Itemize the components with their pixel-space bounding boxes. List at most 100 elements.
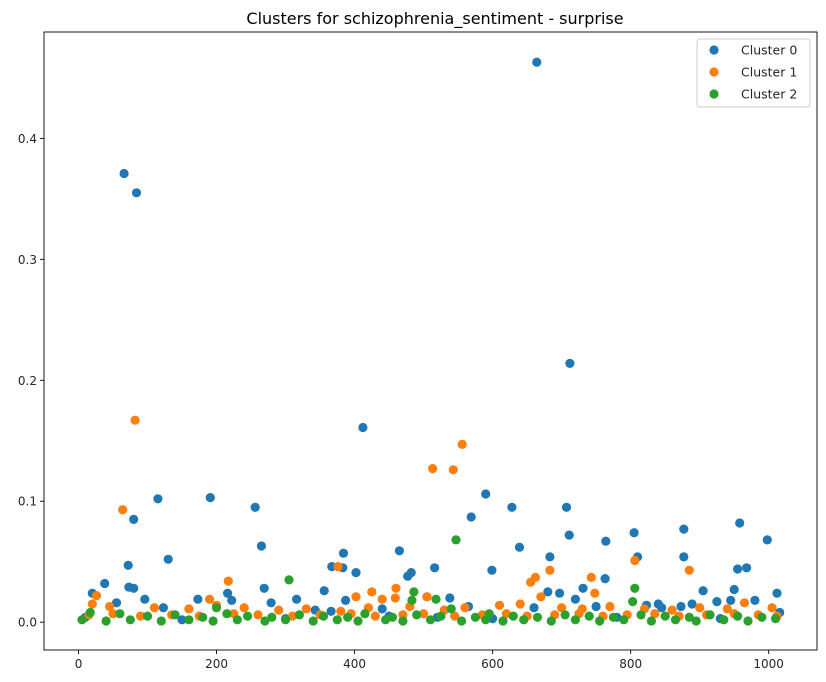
point-cluster-1 [130,415,140,425]
point-cluster-1 [91,591,102,601]
point-cluster-0 [507,502,517,512]
point-cluster-0 [119,168,129,179]
point-cluster-0 [729,584,739,595]
point-cluster-0 [430,563,440,573]
point-cluster-2 [719,615,729,625]
point-cluster-1 [501,609,511,619]
point-cluster-2 [628,597,638,607]
point-cluster-2 [198,612,208,622]
point-cluster-0 [445,593,455,603]
point-cluster-2 [398,616,408,626]
point-cluster-2 [308,616,318,626]
point-cluster-2 [470,612,480,622]
legend-marker [709,67,719,77]
point-cluster-2 [570,615,581,625]
point-cluster-1 [586,572,596,583]
point-cluster-1 [105,601,115,612]
point-cluster-0 [406,568,416,578]
x-tick-label: 400 [343,657,366,671]
point-cluster-2 [412,610,422,620]
legend-label: Cluster 1 [741,65,797,80]
point-cluster-2 [115,609,125,619]
point-cluster-1 [136,611,146,621]
y-tick-label: 0.3 [18,253,37,267]
point-cluster-1 [223,576,233,586]
point-cluster-2 [142,611,153,621]
x-tick-label: 200 [205,657,228,671]
point-cluster-1 [87,599,97,609]
point-cluster-0 [351,568,361,578]
point-cluster-0 [266,598,276,608]
point-cluster-2 [267,612,277,622]
point-cluster-0 [153,494,163,504]
point-cluster-0 [223,588,233,598]
point-cluster-2 [85,607,95,618]
point-cluster-0 [532,57,542,67]
point-cluster-0 [561,502,572,512]
point-cluster-2 [670,615,681,625]
legend-marker [709,45,719,55]
point-cluster-0 [601,536,611,546]
point-cluster-2 [508,611,518,621]
point-cluster-0 [259,583,269,593]
point-cluster-2 [294,610,304,620]
legend-box [696,38,811,108]
point-cluster-2 [184,615,194,625]
point-cluster-2 [630,583,640,593]
point-cluster-0 [600,574,610,584]
point-cluster-2 [332,615,342,625]
y-tick-label: 0.2 [18,374,37,388]
point-cluster-2 [156,616,166,626]
point-cluster-2 [705,610,715,620]
point-cluster-1 [333,562,343,572]
point-cluster-1 [530,572,541,583]
point-cluster-2 [407,595,417,606]
point-cluster-0 [100,578,110,589]
point-cluster-2 [360,609,370,619]
point-cluster-0 [250,502,260,512]
point-cluster-2 [284,575,294,585]
point-cluster-0 [227,595,237,606]
point-cluster-0 [129,514,139,525]
legend-marker [709,89,719,99]
point-cluster-2 [101,616,111,626]
point-cluster-1 [767,603,777,613]
point-cluster-2 [560,610,570,620]
point-cluster-1 [108,609,118,619]
point-cluster-1 [336,606,346,616]
point-cluster-0 [698,586,708,596]
point-cluster-0 [514,542,525,552]
point-cluster-0 [205,493,215,503]
point-cluster-2 [208,616,218,626]
point-cluster-1 [545,565,555,575]
point-cluster-0 [358,422,368,433]
point-cluster-0 [629,528,639,538]
point-cluster-0 [679,524,689,534]
point-cluster-1 [557,603,567,613]
x-tick-label: 0 [75,657,83,671]
x-tick-label: 600 [481,657,504,671]
point-cluster-0 [123,560,133,570]
point-cluster-2 [733,611,743,621]
point-cluster-1 [149,603,159,613]
point-cluster-1 [667,605,677,615]
points-layer [77,57,785,626]
point-cluster-0 [750,595,760,606]
point-cluster-1 [205,594,215,604]
point-cluster-1 [515,599,525,609]
x-tick-label: 800 [619,657,642,671]
point-cluster-0 [570,594,581,604]
point-cluster-2 [409,587,419,597]
point-cluster-0 [591,601,601,612]
point-cluster-1 [684,565,694,575]
point-cluster-1 [184,604,194,614]
point-cluster-0 [131,188,142,198]
point-cluster-1 [590,588,600,598]
point-cluster-0 [466,512,476,522]
point-cluster-2 [532,612,543,622]
point-cluster-2 [519,615,529,625]
point-cluster-1 [448,465,458,475]
point-cluster-0 [158,603,168,613]
point-cluster-0 [529,603,539,613]
point-cluster-2 [457,616,467,626]
